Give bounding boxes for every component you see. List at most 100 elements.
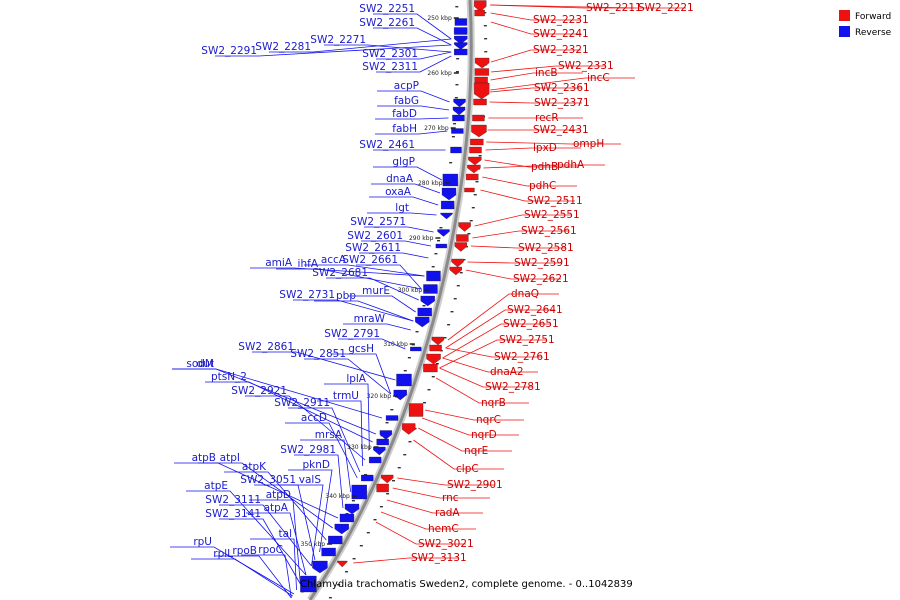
reverse-label-connector — [343, 323, 411, 331]
reverse-label-connector — [369, 196, 439, 206]
kbp-tick-label: 290 kbp — [409, 235, 434, 242]
forward-gene-feature — [474, 82, 490, 100]
backbone-dot — [453, 298, 457, 300]
forward-gene-label: pdhB — [531, 161, 558, 173]
kbp-tick-label: 300 kbp — [398, 287, 423, 294]
forward-gene-label: SW2_2361 — [534, 82, 590, 94]
backbone-dot — [453, 123, 457, 125]
backbone-dot — [471, 207, 475, 209]
backbone-dot — [415, 331, 419, 333]
reverse-gene-feature — [442, 173, 459, 187]
reverse-gene-feature — [351, 484, 367, 500]
reverse-gene-feature — [393, 389, 407, 401]
forward-label-connector — [421, 417, 519, 436]
forward-label-connector — [480, 189, 575, 202]
reverse-gene-label: sodM — [186, 358, 214, 370]
reverse-label-connector — [373, 166, 443, 181]
backbone-dot — [407, 357, 411, 359]
forward-label-connector — [467, 261, 562, 264]
reverse-label-connector — [375, 117, 449, 120]
forward-label-connector — [439, 339, 547, 369]
forward-gene-label: SW2_2621 — [513, 273, 569, 285]
genome-backbone — [308, 0, 473, 600]
reverse-gene-label: SW2_2791 — [324, 328, 380, 340]
reverse-gene-label: lplA — [346, 373, 366, 385]
reverse-gene-feature — [453, 98, 466, 108]
reverse-gene-feature — [339, 513, 355, 523]
backbone-dot — [386, 493, 390, 495]
forward-gene-label: SW2_2641 — [507, 304, 563, 316]
reverse-gene-feature — [454, 35, 468, 45]
reverse-gene-feature — [441, 200, 455, 210]
reverse-label-connector — [288, 407, 361, 473]
backbone-dot — [469, 220, 473, 222]
reverse-label-connector — [371, 183, 441, 194]
backbone-dot — [352, 558, 356, 560]
forward-gene-label: hemC — [428, 523, 459, 535]
reverse-gene-label: fabD — [392, 108, 417, 120]
reverse-gene-label: dnaA — [386, 173, 414, 185]
reverse-gene-label: rpU — [193, 536, 212, 548]
label-connectors — [170, 4, 686, 599]
reverse-gene-feature — [441, 187, 457, 201]
backbone-dot — [403, 370, 407, 372]
reverse-gene-feature — [437, 229, 450, 237]
kbp-tick-label: 330 kbp — [347, 444, 372, 451]
forward-gene-feature — [472, 114, 485, 122]
reverse-gene-label: SW2_2461 — [359, 139, 415, 151]
reverse-gene-label: ptsN_2 — [211, 371, 247, 383]
backbone-dot — [359, 545, 363, 547]
forward-label-connector — [445, 347, 542, 358]
forward-label-connector — [447, 293, 559, 341]
reverse-gene-feature — [369, 456, 382, 464]
forward-label-connector — [386, 499, 483, 514]
reverse-gene-label: rpoC — [258, 544, 283, 556]
reverse-label-connector — [300, 439, 352, 493]
reverse-gene-label: SW2_2981 — [280, 444, 336, 456]
forward-label-connector — [413, 439, 504, 470]
reverse-label-connector — [250, 538, 297, 591]
backbone-dot — [447, 324, 451, 326]
reverse-gene-feature — [321, 547, 336, 557]
reverse-gene-label: mraW — [354, 313, 386, 325]
reverse-gene-label: gcsH — [348, 343, 374, 355]
reverse-gene-label: fabH — [392, 123, 417, 135]
forward-label-connector — [465, 269, 561, 280]
forward-gene-label: SW2_2511 — [527, 195, 583, 207]
reverse-gene-label: SW2_2251 — [359, 3, 415, 15]
forward-gene-feature — [474, 57, 490, 69]
forward-gene-feature — [408, 403, 424, 417]
kbp-tick-label: 260 kbp — [427, 70, 452, 77]
reverse-label-connector — [219, 518, 301, 585]
reverse-gene-label: oxaA — [385, 186, 412, 198]
backbone-dot — [473, 194, 477, 196]
reverse-label-connector — [314, 300, 414, 322]
reverse-gene-feature — [385, 415, 399, 421]
backbone-dot — [437, 240, 441, 242]
reverse-label-connector — [332, 353, 392, 395]
reverse-gene-feature — [452, 106, 466, 116]
reverse-label-connector — [367, 212, 437, 216]
reverse-label-connector — [276, 268, 422, 290]
legend-forward-swatch — [839, 10, 850, 21]
reverse-gene-label: atpE — [204, 480, 228, 492]
reverse-gene-feature — [328, 535, 343, 545]
forward-gene-feature — [466, 173, 479, 181]
forward-gene-feature — [474, 76, 488, 84]
forward-gene-feature — [426, 353, 441, 365]
reverse-gene-label: acpP — [394, 80, 419, 92]
forward-label-connector — [490, 72, 583, 81]
reverse-gene-label: pknD — [303, 459, 331, 471]
reverse-label-connector — [361, 240, 431, 247]
reverse-gene-label: SW2_2851 — [290, 348, 346, 360]
forward-gene-feature — [449, 266, 462, 276]
backbone-dot — [454, 97, 458, 99]
forward-gene-feature — [464, 187, 475, 193]
reverse-gene-label: accD — [301, 412, 327, 424]
backbone-dot — [443, 337, 447, 339]
kbp-tick-label: 310 kbp — [383, 341, 408, 348]
kbp-tick-label: 270 kbp — [424, 125, 449, 132]
reverse-label-connector — [364, 226, 434, 233]
backbone-dot — [484, 38, 488, 40]
